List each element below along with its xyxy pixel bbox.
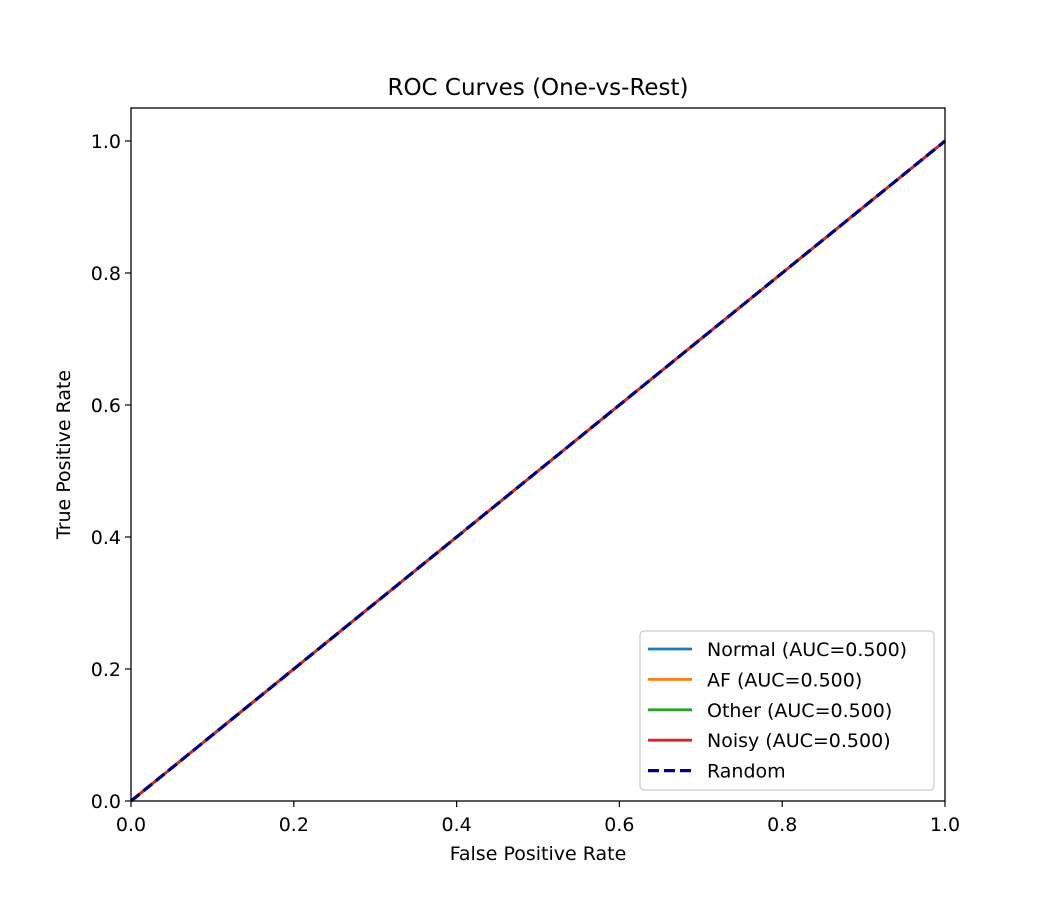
x-tick-label-2: 0.4	[441, 814, 471, 836]
legend-label-3: Noisy (AUC=0.500)	[707, 730, 891, 752]
series-line-4	[129, 139, 947, 803]
x-tick-label-1: 0.2	[279, 814, 309, 836]
x-tick-label-5: 1.0	[930, 814, 960, 836]
legend-label-2: Other (AUC=0.500)	[707, 700, 892, 722]
chart-title: ROC Curves (One-vs-Rest)	[387, 75, 688, 101]
x-tick-label-4: 0.8	[767, 814, 797, 836]
y-tick-label-5: 1.0	[91, 131, 121, 153]
legend-label-4: Random	[707, 761, 786, 783]
legend: Normal (AUC=0.500) AF (AUC=0.500) Other (A…	[639, 630, 935, 791]
legend-label-1: AF (AUC=0.500)	[707, 669, 862, 691]
y-tick-label-1: 0.2	[91, 659, 121, 681]
y-axis: 0.0 0.2 0.4 0.6 0.8 1.0	[91, 131, 131, 813]
y-tick-label-2: 0.4	[91, 527, 121, 549]
x-axis-title: False Positive Rate	[450, 843, 627, 865]
legend-label-0: Normal (AUC=0.500)	[707, 639, 907, 661]
y-tick-label-4: 0.8	[91, 263, 121, 285]
x-tick-label-0: 0.0	[116, 814, 146, 836]
plot-frame	[130, 107, 946, 802]
legend-box	[639, 630, 935, 791]
y-axis-title: True Positive Rate	[53, 370, 75, 540]
x-axis: 0.0 0.2 0.4 0.6 0.8 1.0	[116, 801, 960, 836]
series-layer	[129, 139, 947, 803]
y-tick-label-3: 0.6	[91, 395, 121, 417]
y-tick-label-0: 0.0	[91, 791, 121, 813]
x-tick-label-3: 0.6	[604, 814, 634, 836]
